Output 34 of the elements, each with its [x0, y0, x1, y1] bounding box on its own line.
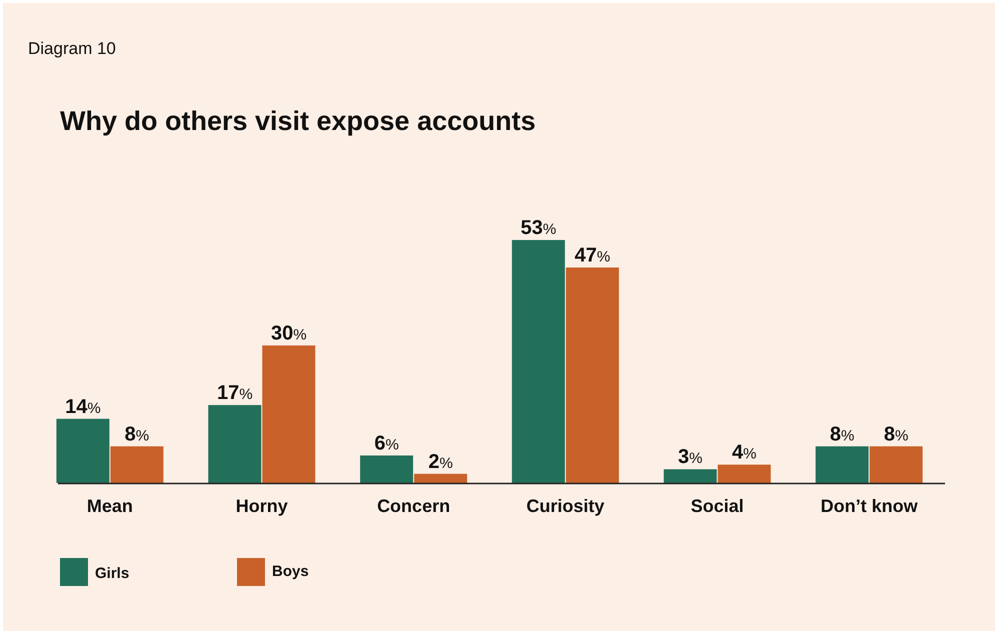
bar [718, 464, 771, 483]
data-label: 6% [374, 432, 399, 454]
legend-label: Girls [95, 565, 130, 582]
data-label: 53% [520, 217, 556, 239]
bar [414, 474, 468, 483]
x-tick-label: Social [690, 496, 744, 516]
data-label: 8% [884, 423, 908, 446]
x-tick-label: Horny [236, 496, 288, 516]
data-label: 30% [270, 322, 307, 344]
bar [870, 446, 923, 483]
data-label: 4% [732, 442, 756, 464]
text: Diagram 10 [28, 39, 116, 58]
bar [816, 446, 869, 483]
x-tick-label: Mean [86, 496, 133, 516]
x-tick-label: Concern [377, 496, 450, 516]
chart-title: Why do others visit expose accounts [60, 106, 536, 136]
bar [512, 240, 565, 483]
data-label: 3% [678, 446, 702, 468]
data-label: 17% [216, 382, 253, 404]
bar [208, 405, 262, 483]
data-label: 14% [65, 396, 101, 418]
bar [110, 446, 164, 483]
bar [360, 455, 414, 483]
legend-label: Boys [272, 563, 309, 580]
bar [262, 345, 316, 483]
x-tick-label: Curiosity [526, 496, 604, 516]
bar [566, 268, 619, 483]
data-label: 47% [574, 244, 610, 267]
x-tick-label: Don’t know [820, 496, 919, 516]
data-label: 8% [124, 423, 150, 446]
bar [664, 469, 717, 483]
data-label: 2% [428, 450, 453, 473]
data-label: 8% [830, 423, 854, 446]
bar [56, 418, 110, 483]
